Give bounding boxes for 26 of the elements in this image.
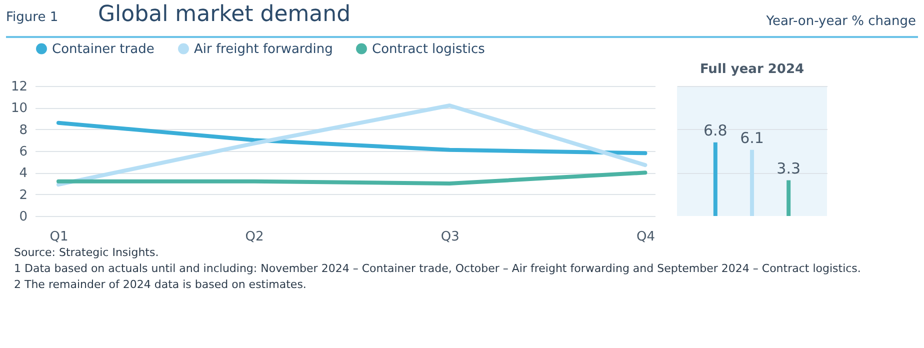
y-tick-label: 0 xyxy=(19,210,28,224)
y-axis-title: Year-on-year % change xyxy=(766,14,916,29)
data-label: 3.3 xyxy=(776,159,801,178)
legend-label: Container trade xyxy=(52,42,154,57)
data-label: 6.1 xyxy=(740,128,764,147)
y-tick-label: 12 xyxy=(10,80,28,94)
legend-label: Contract logistics xyxy=(372,42,486,57)
chart-title: Full year 2024 xyxy=(700,62,804,77)
caption: Figure 1 xyxy=(6,10,58,25)
y-tick-label: 8 xyxy=(19,122,28,138)
y-tick-label: 4 xyxy=(19,166,28,182)
legend-label: Air freight forwarding xyxy=(194,42,333,57)
y-tick-label: 2 xyxy=(19,188,28,203)
x-tick-label: Q3 xyxy=(440,230,460,244)
x-tick-label: Q4 xyxy=(636,230,655,244)
text: 1 Data based on actuals until and including: November 2024 – Container trade, October – Air freight forwarding and September 2024 – Contract logistics. xyxy=(14,261,862,277)
line-series xyxy=(56,104,648,187)
y-tick-label: 6 xyxy=(19,144,28,160)
line-series xyxy=(56,120,648,156)
x-tick-label: Q1 xyxy=(50,230,68,244)
y-tick-label: 10 xyxy=(10,101,28,116)
text: 2 The remainder of 2024 data is based on estimates. xyxy=(14,277,308,293)
source-note: Source: Strategic Insights. xyxy=(14,245,160,261)
x-tick-label: Q2 xyxy=(245,230,264,244)
data-label: 6.8 xyxy=(703,121,728,140)
chart-title: Global market demand xyxy=(98,2,351,27)
